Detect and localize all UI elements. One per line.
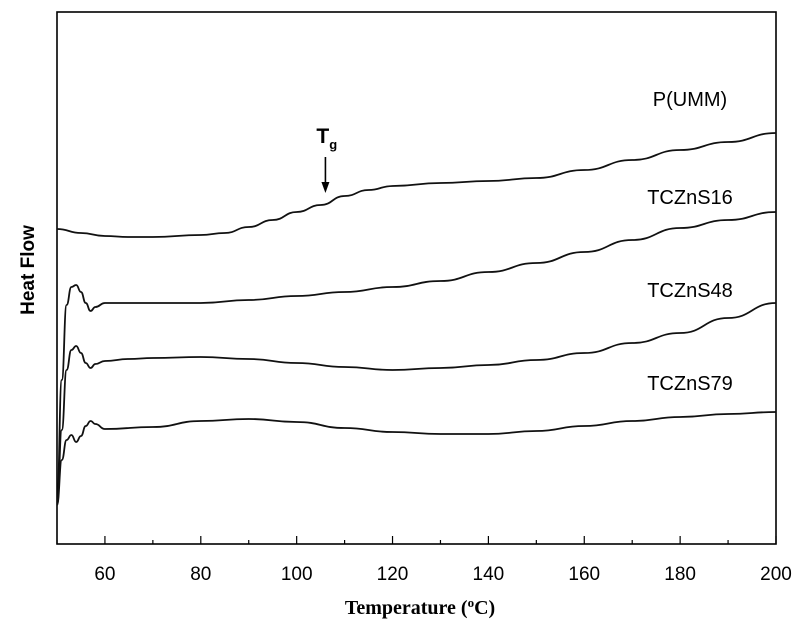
x-tick-label: 120: [377, 564, 409, 585]
x-tick-label: 140: [473, 564, 505, 585]
x-tick-label: 200: [760, 564, 792, 585]
series-line-tczns48: [56, 302, 777, 506]
series-line-p-umm-: [56, 132, 777, 238]
x-tick-label: 160: [568, 564, 600, 585]
x-axis: 60 80 100 120 140 160 180 200: [56, 536, 792, 585]
x-tick-label: 80: [190, 564, 211, 585]
x-tick-label: 180: [664, 564, 696, 585]
plot-frame: [56, 11, 777, 545]
tg-annotation: Tg: [316, 125, 337, 152]
series-label: TCZnS16: [647, 187, 733, 209]
x-tick-label: 60: [94, 564, 115, 585]
series-label: TCZnS79: [647, 373, 733, 395]
series-line-tczns16: [56, 211, 777, 501]
x-tick-label: 100: [281, 564, 313, 585]
annotations: Tg: [316, 125, 337, 193]
series-label: P(UMM): [653, 89, 727, 111]
series-labels: P(UMM) TCZnS16 TCZnS48 TCZnS79: [647, 89, 733, 395]
y-axis-title: Heat Flow: [18, 225, 39, 315]
plot-area: [56, 11, 777, 545]
tg-arrow-head: [321, 182, 330, 193]
series-group: [56, 132, 777, 506]
series-label: TCZnS48: [647, 280, 733, 302]
series-line-tczns79: [56, 411, 777, 506]
x-axis-title: Temperature (oC): [345, 595, 495, 620]
